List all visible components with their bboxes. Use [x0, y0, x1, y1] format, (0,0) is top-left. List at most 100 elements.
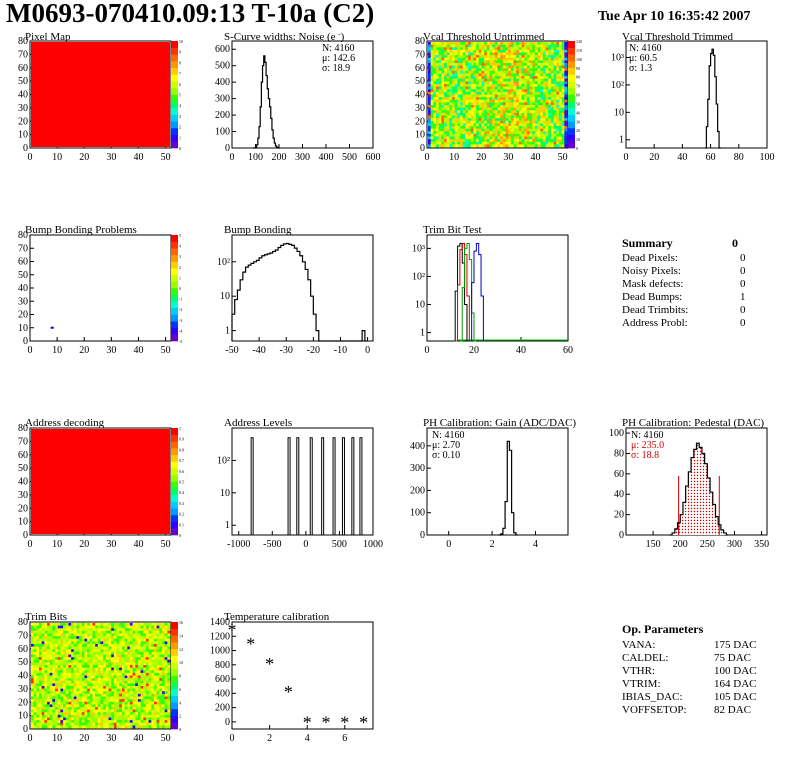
heatmap-cell	[550, 89, 555, 93]
heatmap-cell	[92, 630, 96, 634]
heatmap-cell	[116, 722, 120, 726]
heatmap-cell	[540, 118, 544, 122]
heatmap-cell	[516, 99, 520, 103]
heatmap-cell	[550, 115, 555, 119]
heatmap-cell	[548, 107, 552, 111]
heatmap-cell	[87, 709, 91, 713]
heatmap-cell	[532, 120, 536, 124]
heatmap-cell	[100, 646, 104, 650]
heatmap-cell	[433, 115, 437, 119]
plot-frame	[231, 621, 374, 730]
heatmap-cell	[476, 55, 480, 59]
heatmap-cell	[476, 126, 480, 130]
heatmap-cell	[564, 133, 568, 137]
heatmap-cell	[108, 678, 112, 682]
heatmap-cell	[92, 699, 96, 703]
colorbar-segment	[568, 121, 575, 129]
heatmap-cell	[553, 99, 557, 103]
heatmap-cell	[502, 112, 506, 116]
heatmap-cell	[470, 60, 474, 64]
heatmap-cell	[460, 65, 464, 69]
heatmap-cell	[468, 128, 472, 132]
heatmap-cell	[161, 686, 166, 690]
heatmap-cell	[39, 665, 43, 669]
heatmap-cell	[33, 717, 37, 721]
heatmap-cell	[473, 65, 477, 69]
heatmap-cell	[465, 84, 469, 88]
heatmap-cell	[500, 110, 504, 114]
heatmap-cell	[428, 102, 432, 106]
heatmap-cell	[143, 628, 147, 632]
heatmap-cell	[438, 94, 442, 98]
heatmap-cell	[132, 696, 136, 700]
heatmap-cell	[540, 99, 544, 103]
heatmap-cell	[63, 651, 67, 655]
heatmap-cell	[105, 691, 109, 695]
heatmap-cell	[31, 667, 35, 671]
heatmap-cell	[516, 136, 520, 140]
heatmap-cell	[561, 115, 565, 119]
heatmap-cell	[60, 638, 64, 642]
heatmap-cell	[65, 693, 69, 697]
heatmap-cell	[84, 709, 88, 713]
heatmap-cell	[494, 141, 498, 145]
heatmap-cell	[473, 44, 477, 48]
y-tick-label: 600	[215, 674, 230, 685]
heatmap-cell	[132, 665, 136, 669]
heatmap-cell	[132, 722, 136, 726]
heatmap-cell	[476, 128, 480, 132]
heatmap-cell	[44, 678, 48, 682]
heatmap-cell	[143, 651, 147, 655]
heatmap-cell	[113, 659, 117, 663]
heatmap-cell	[510, 97, 514, 101]
colorbar-label: 5	[179, 233, 181, 238]
heatmap-cell	[465, 68, 469, 72]
heatmap-cell	[71, 691, 75, 695]
heatmap-cell	[63, 630, 67, 634]
heatmap-cell	[540, 139, 544, 143]
heatmap-cell	[550, 81, 555, 85]
heatmap-cell	[121, 691, 125, 695]
heatmap-cell	[76, 667, 80, 671]
heatmap-cell	[452, 60, 456, 64]
heatmap-cell	[57, 683, 61, 687]
heatmap-cell	[513, 107, 517, 111]
heatmap-cell	[468, 97, 472, 101]
heatmap-cell	[532, 84, 536, 88]
chart-1: S-Curve widths: Noise (e -)0 100 200 300 400…	[215, 30, 381, 163]
heatmap-cell	[508, 133, 512, 137]
heatmap-cell	[486, 49, 490, 53]
heatmap-cell	[92, 722, 96, 726]
heatmap-cell	[103, 683, 107, 687]
heatmap-cell	[129, 720, 133, 724]
heatmap-cell	[532, 60, 536, 64]
heatmap-cell	[49, 678, 53, 682]
heatmap-cell	[92, 707, 96, 711]
heatmap-cell	[508, 52, 512, 56]
heatmap-cell	[44, 691, 48, 695]
colorbar-label: 2	[179, 265, 181, 270]
heatmap-cell	[561, 118, 565, 122]
heatmap-cell	[52, 696, 56, 700]
heatmap-cell	[460, 141, 464, 145]
heatmap-cell	[444, 126, 448, 130]
heatmap-cell	[100, 696, 104, 700]
heatmap-cell	[534, 94, 538, 98]
heatmap-cell	[108, 630, 112, 634]
heatmap-cell	[145, 707, 150, 711]
heatmap-cell	[113, 665, 117, 669]
heatmap-cell	[97, 644, 101, 648]
heatmap-cell	[521, 89, 525, 93]
heatmap-cell	[76, 633, 80, 637]
heatmap-cell	[127, 675, 131, 679]
heatmap-cell	[167, 659, 171, 663]
heatmap-cell	[473, 141, 477, 145]
heatmap-cell	[63, 722, 67, 726]
colorbar-segment	[171, 314, 178, 322]
heatmap-cell	[156, 680, 160, 684]
heatmap-cell	[505, 126, 509, 130]
heatmap-cell	[436, 55, 440, 59]
heatmap-cell	[465, 107, 469, 111]
heatmap-cell	[529, 55, 533, 59]
heatmap-cell	[97, 651, 101, 655]
